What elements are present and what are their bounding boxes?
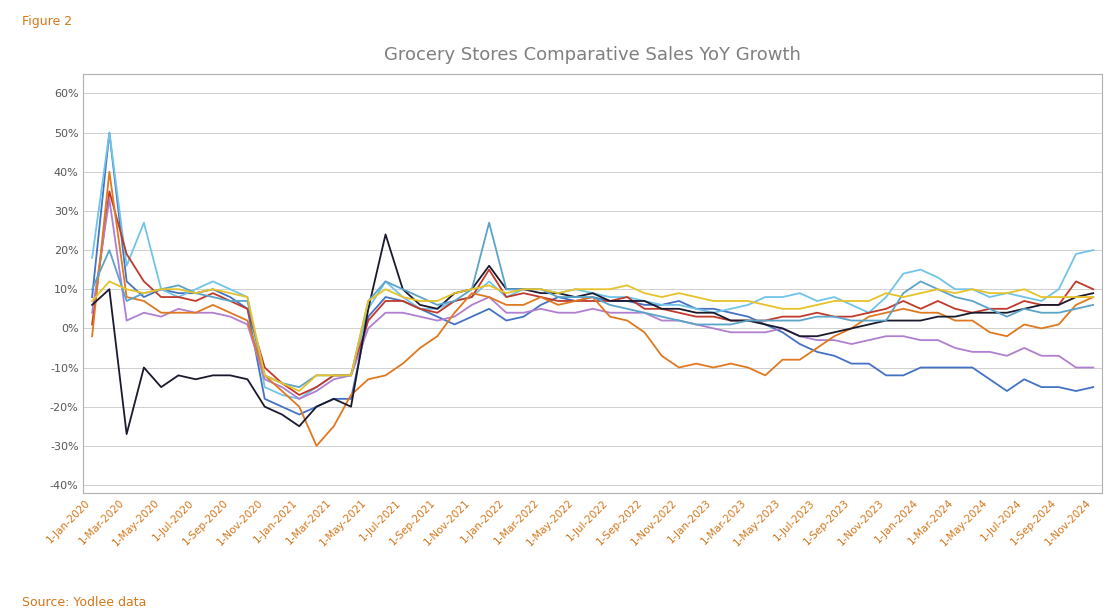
Trader Joe's [845, 325, 858, 332]
Aggregated Sales [258, 371, 272, 379]
Safeway [258, 376, 272, 383]
Kroger [638, 305, 651, 312]
Safeway [206, 309, 219, 317]
ALDI [206, 278, 219, 285]
Aggregated Sales [638, 290, 651, 297]
Trader Joe's [378, 231, 392, 238]
ALDI [845, 301, 858, 309]
Kroger [137, 278, 150, 285]
Text: Figure 2: Figure 2 [22, 15, 72, 28]
Sprouts Farmers Market [258, 371, 272, 379]
Safeway [638, 309, 651, 317]
Whole Foods Market [845, 317, 858, 324]
Whole Foods Market [240, 298, 254, 305]
Trader Joe's [120, 431, 134, 438]
Albertsons [293, 411, 306, 418]
Sprouts Farmers Market [137, 298, 150, 305]
Line: ALDI: ALDI [92, 132, 1093, 399]
Text: Source: Yodlee data: Source: Yodlee data [22, 596, 147, 609]
ALDI [1086, 246, 1100, 254]
Safeway [378, 309, 392, 317]
Line: Kroger: Kroger [92, 192, 1093, 395]
ALDI [102, 129, 116, 136]
Whole Foods Market [1086, 301, 1100, 309]
Albertsons [258, 395, 272, 402]
Sprouts Farmers Market [309, 442, 323, 450]
Trader Joe's [1086, 290, 1100, 297]
ALDI [378, 278, 392, 285]
Kroger [86, 321, 99, 328]
Line: Aggregated Sales: Aggregated Sales [92, 282, 1093, 391]
Safeway [137, 309, 150, 317]
Kroger [378, 298, 392, 305]
Albertsons [638, 301, 651, 309]
Kroger [1086, 286, 1100, 293]
ALDI [258, 383, 272, 391]
Whole Foods Market [86, 286, 99, 293]
Albertsons [137, 293, 150, 301]
Albertsons [845, 360, 858, 367]
Albertsons [102, 129, 116, 136]
Trader Joe's [86, 301, 99, 309]
ALDI [293, 395, 306, 402]
Safeway [845, 341, 858, 348]
Trader Joe's [137, 364, 150, 371]
Sprouts Farmers Market [86, 333, 99, 340]
Whole Foods Market [189, 290, 203, 297]
Safeway [293, 395, 306, 402]
ALDI [137, 219, 150, 226]
Aggregated Sales [86, 298, 99, 305]
Safeway [86, 309, 99, 317]
ALDI [638, 298, 651, 305]
Line: Safeway: Safeway [92, 199, 1093, 399]
Sprouts Farmers Market [378, 371, 392, 379]
Whole Foods Market [482, 219, 495, 226]
Albertsons [1086, 383, 1100, 391]
Whole Foods Market [293, 383, 306, 391]
Safeway [102, 195, 116, 203]
Aggregated Sales [845, 298, 858, 305]
Kroger [102, 188, 116, 195]
Trader Joe's [206, 371, 219, 379]
Aggregated Sales [293, 387, 306, 395]
Whole Foods Market [120, 298, 134, 305]
Trader Joe's [362, 305, 375, 312]
Aggregated Sales [137, 290, 150, 297]
Sprouts Farmers Market [102, 168, 116, 176]
Trader Joe's [638, 298, 651, 305]
ALDI [86, 254, 99, 262]
Line: Albertsons: Albertsons [92, 132, 1093, 415]
Sprouts Farmers Market [1086, 293, 1100, 301]
Trader Joe's [258, 403, 272, 410]
Kroger [258, 364, 272, 371]
Aggregated Sales [1086, 293, 1100, 301]
Albertsons [206, 286, 219, 293]
Line: Whole Foods Market: Whole Foods Market [92, 222, 1093, 387]
Aggregated Sales [102, 278, 116, 285]
Albertsons [378, 293, 392, 301]
Albertsons [86, 293, 99, 301]
Aggregated Sales [206, 286, 219, 293]
Sprouts Farmers Market [638, 328, 651, 336]
Line: Sprouts Farmers Market: Sprouts Farmers Market [92, 172, 1093, 446]
Safeway [1086, 364, 1100, 371]
Title: Grocery Stores Comparative Sales YoY Growth: Grocery Stores Comparative Sales YoY Gro… [384, 46, 801, 64]
Sprouts Farmers Market [845, 325, 858, 332]
Sprouts Farmers Market [206, 301, 219, 309]
Kroger [845, 313, 858, 320]
Kroger [293, 391, 306, 399]
Kroger [206, 290, 219, 297]
Aggregated Sales [378, 286, 392, 293]
Whole Foods Market [638, 309, 651, 317]
Line: Trader Joe's: Trader Joe's [92, 235, 1093, 434]
Whole Foods Market [362, 298, 375, 305]
